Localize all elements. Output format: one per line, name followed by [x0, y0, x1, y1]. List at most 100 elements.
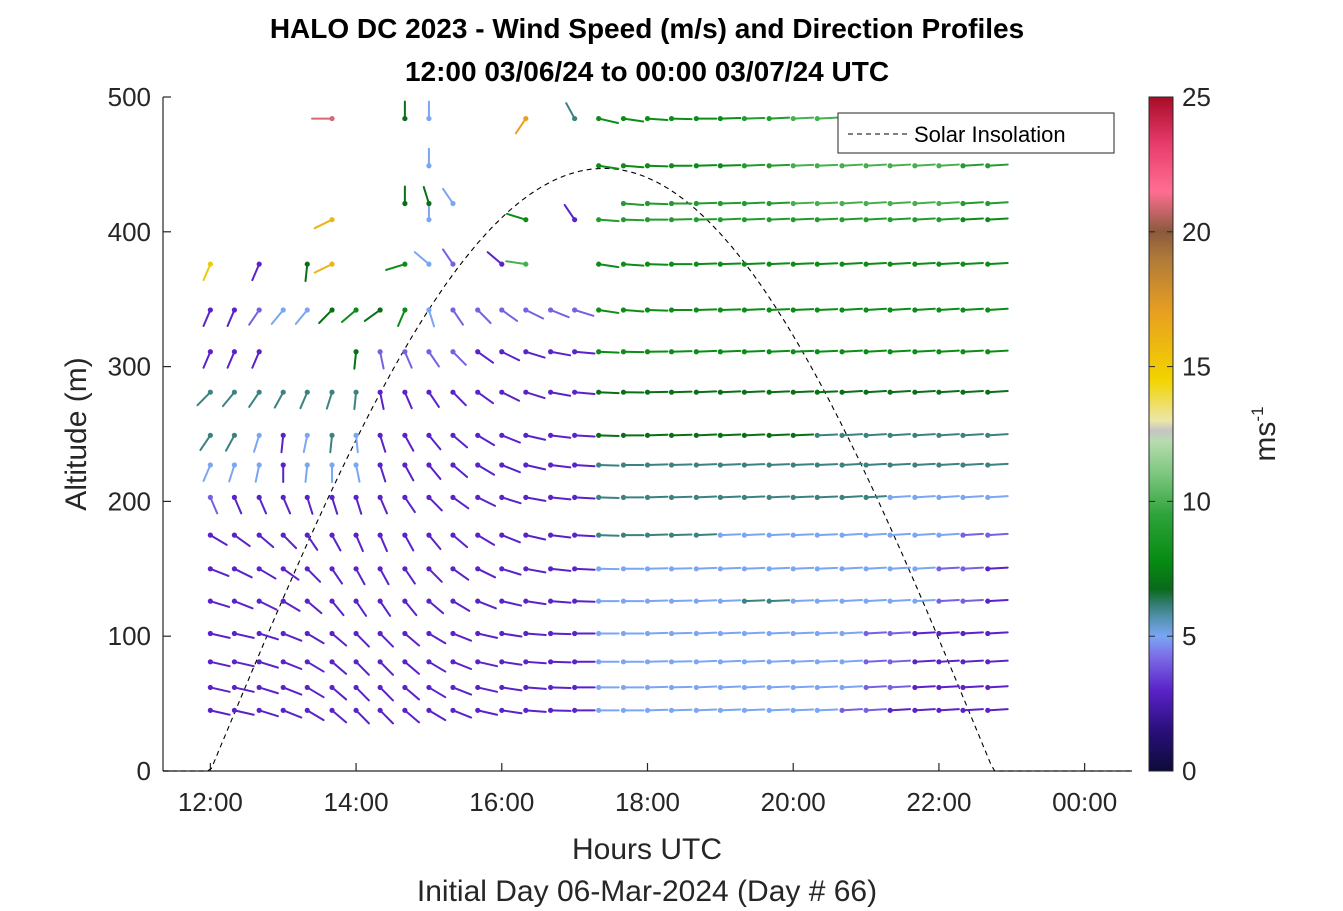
wind-barb-dot: [523, 598, 529, 604]
wind-barb: [523, 349, 546, 359]
wind-barb-dot: [790, 659, 796, 665]
wind-barb-dot: [280, 462, 286, 468]
wind-barb-staff: [743, 390, 766, 394]
wind-barb-dot: [863, 566, 869, 572]
wind-barb: [936, 462, 960, 468]
wind-barb-dot: [353, 462, 359, 468]
wind-barb-dot: [377, 389, 383, 395]
wind-barb: [766, 432, 791, 438]
wind-barb-staff: [865, 163, 888, 167]
wind-barb-dot: [304, 462, 310, 468]
wind-barb-dot: [231, 494, 237, 500]
wind-barb-dot: [596, 115, 602, 122]
wind-barb: [499, 707, 523, 715]
wind-barb-staff: [451, 496, 470, 510]
wind-barb-staff: [306, 496, 314, 515]
wind-barb-dot: [256, 684, 262, 691]
wind-barb: [863, 598, 888, 604]
wind-barb: [936, 494, 960, 500]
wind-barb: [548, 307, 570, 319]
wind-barb: [912, 389, 936, 395]
wind-barb-dot: [814, 389, 820, 395]
wind-barb-dot: [814, 261, 820, 267]
wind-barb-dot: [717, 163, 723, 169]
colorbar-label: ms-1: [1248, 406, 1282, 461]
wind-barb: [693, 684, 718, 691]
wind-barb-staff: [670, 567, 693, 570]
wind-barb-dot: [620, 598, 627, 604]
wind-barb-staff: [427, 686, 447, 699]
wind-barb-dot: [620, 432, 627, 438]
wind-barb-dot: [353, 494, 359, 500]
wind-barb-staff: [355, 709, 370, 725]
wind-barb-dot: [523, 432, 529, 438]
wind-barb: [402, 532, 415, 552]
wind-barb: [620, 494, 645, 500]
wind-barb: [548, 532, 572, 539]
wind-barb: [450, 389, 467, 407]
wind-barb: [693, 115, 718, 122]
wind-barb-staff: [500, 632, 523, 638]
wind-barb: [620, 630, 645, 637]
wind-barb-staff: [622, 263, 645, 267]
wind-barb: [224, 432, 237, 452]
wind-barb-staff: [331, 632, 348, 647]
wind-barb-staff: [331, 567, 344, 585]
wind-barb-staff: [695, 566, 718, 570]
wind-barb-dot: [887, 432, 893, 438]
wind-barb: [790, 462, 815, 468]
wind-barb-dot: [985, 349, 991, 355]
wind-barb: [741, 115, 766, 122]
wind-barb: [252, 432, 262, 453]
wind-barb-staff: [695, 685, 718, 689]
wind-barb: [548, 684, 572, 691]
wind-barb-dot: [887, 707, 893, 713]
wind-barb-dot: [523, 494, 529, 500]
wind-barb: [426, 630, 447, 645]
wind-barb-dot: [548, 307, 554, 313]
wind-barb: [207, 532, 228, 546]
wind-barb-staff: [379, 391, 385, 410]
wind-barb-staff: [841, 598, 863, 603]
wind-barb-staff: [695, 201, 718, 205]
wind-barb-dot: [741, 432, 748, 438]
wind-barb-staff: [451, 350, 467, 366]
wind-barb: [426, 349, 440, 368]
wind-barb: [936, 432, 960, 438]
wind-barb: [548, 707, 572, 713]
wind-barb: [887, 707, 912, 713]
wind-barb-staff: [331, 709, 348, 724]
wind-barb-dot: [450, 566, 456, 572]
wind-barb-staff: [695, 495, 718, 499]
wind-barb: [353, 630, 370, 648]
wind-barb-staff: [597, 117, 620, 124]
wind-barb-dot: [766, 707, 772, 713]
y-tick-label: 300: [108, 352, 151, 382]
wind-barb-dot: [936, 659, 942, 665]
wind-barb-staff: [282, 709, 303, 719]
wind-barb-dot: [329, 532, 335, 538]
wind-barb-staff: [476, 308, 492, 325]
wind-barb-staff: [792, 631, 815, 635]
x-tick-label: 20:00: [761, 787, 826, 817]
wind-barb-dot: [499, 432, 505, 438]
wind-barb-dot: [280, 494, 286, 500]
wind-barb: [912, 566, 936, 572]
wind-barb-dot: [304, 684, 310, 691]
wind-barb-dot: [741, 163, 748, 169]
wind-barb-dot: [839, 532, 845, 538]
wind-barb-dot: [668, 566, 675, 572]
wind-barb-dot: [402, 566, 408, 572]
wind-barb: [450, 349, 467, 366]
wind-barb: [887, 389, 912, 395]
wind-barb: [523, 566, 547, 574]
wind-barb-staff: [695, 463, 718, 467]
wind-barb: [426, 707, 447, 722]
wind-barb-dot: [960, 630, 966, 637]
wind-barb: [985, 532, 1009, 538]
wind-barb-dot: [644, 566, 651, 572]
wind-barb-staff: [743, 308, 766, 311]
wind-barb: [766, 707, 791, 713]
wind-barb-staff: [500, 709, 523, 715]
wind-barb-dot: [329, 432, 335, 438]
